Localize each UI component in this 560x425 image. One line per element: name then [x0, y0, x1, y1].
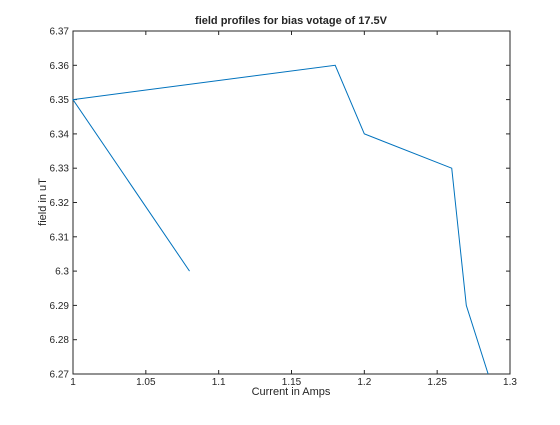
y-tick-label: 6.31 [50, 232, 70, 243]
x-tick-label: 1 [70, 377, 76, 388]
y-tick-label: 6.27 [50, 370, 70, 381]
y-tick-label: 6.29 [50, 301, 70, 312]
y-tick-label: 6.3 [55, 267, 69, 278]
y-tick-label: 6.34 [50, 129, 70, 140]
y-tick-label: 6.35 [50, 95, 70, 106]
y-tick-label: 6.36 [50, 61, 70, 72]
x-tick-label: 1.25 [427, 377, 447, 388]
x-tick-label: 1.05 [136, 377, 156, 388]
y-tick-label: 6.33 [50, 164, 70, 175]
plot-area [73, 31, 510, 374]
y-tick-label: 6.37 [50, 27, 70, 38]
x-axis-label: Current in Amps [252, 386, 331, 398]
y-axis-label: field in uT [37, 178, 49, 226]
x-tick-label: 1.1 [212, 377, 226, 388]
x-tick-label: 1.3 [503, 377, 517, 388]
y-tick-label: 6.28 [50, 335, 70, 346]
x-tick-label: 1.2 [357, 377, 371, 388]
chart-title: field profiles for bias votage of 17.5V [195, 15, 388, 27]
y-tick-label: 6.32 [50, 198, 70, 209]
